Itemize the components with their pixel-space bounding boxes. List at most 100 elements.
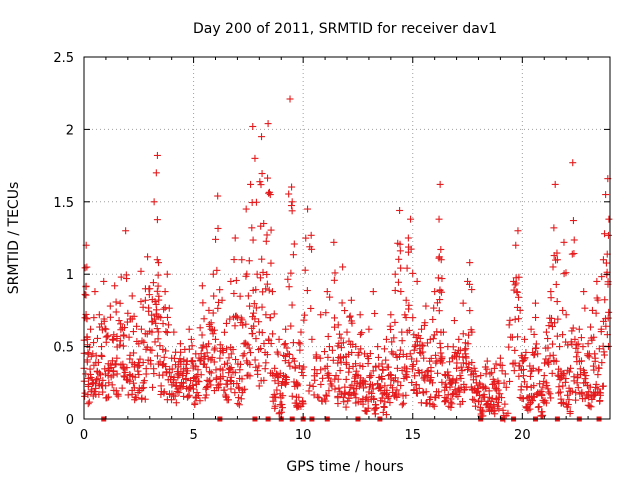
data-point bbox=[511, 315, 519, 323]
data-point bbox=[395, 255, 403, 263]
data-point bbox=[206, 322, 214, 330]
data-point bbox=[530, 351, 538, 359]
data-point bbox=[154, 282, 162, 290]
data-point bbox=[214, 192, 222, 200]
data-point bbox=[247, 349, 255, 357]
data-point bbox=[557, 374, 565, 382]
data-point bbox=[86, 343, 94, 351]
data-point bbox=[146, 327, 154, 335]
data-point bbox=[227, 343, 235, 351]
data-point bbox=[202, 363, 210, 371]
data-point bbox=[188, 357, 196, 365]
data-point bbox=[96, 371, 104, 379]
data-point bbox=[156, 342, 164, 350]
data-point bbox=[269, 330, 277, 338]
data-point bbox=[437, 344, 445, 352]
data-point bbox=[391, 374, 399, 382]
data-point bbox=[297, 328, 305, 336]
data-point bbox=[522, 348, 530, 356]
data-point bbox=[84, 400, 92, 408]
data-point bbox=[117, 320, 125, 328]
data-point bbox=[382, 356, 390, 364]
data-point bbox=[288, 301, 296, 309]
data-point bbox=[491, 410, 499, 418]
data-point bbox=[317, 311, 325, 319]
data-point bbox=[208, 353, 216, 361]
data-point bbox=[135, 371, 143, 379]
data-point bbox=[262, 311, 270, 319]
data-point bbox=[161, 304, 169, 312]
data-point bbox=[388, 338, 396, 346]
data-point bbox=[495, 398, 503, 406]
data-point bbox=[562, 269, 570, 277]
data-point bbox=[308, 335, 316, 343]
data-point bbox=[336, 367, 344, 375]
data-point bbox=[242, 320, 250, 328]
data-point bbox=[108, 381, 116, 389]
data-point bbox=[409, 361, 417, 369]
data-point bbox=[590, 389, 598, 397]
x-tick-label: 15 bbox=[404, 428, 421, 443]
x-tick-label: 10 bbox=[295, 428, 312, 443]
data-point bbox=[438, 288, 446, 296]
data-point bbox=[539, 383, 547, 391]
data-point bbox=[218, 296, 226, 304]
data-point bbox=[310, 391, 318, 399]
data-point bbox=[98, 343, 106, 351]
data-point bbox=[194, 377, 202, 385]
data-point bbox=[552, 256, 560, 264]
data-point bbox=[330, 276, 338, 284]
data-point bbox=[337, 353, 345, 361]
data-point bbox=[544, 385, 552, 393]
data-point bbox=[287, 269, 295, 277]
data-point bbox=[95, 390, 103, 398]
data-point bbox=[554, 315, 562, 323]
data-point bbox=[267, 226, 275, 234]
data-point bbox=[103, 332, 111, 340]
data-point bbox=[199, 360, 207, 368]
data-point bbox=[399, 399, 407, 407]
data-point bbox=[408, 355, 416, 363]
data-point bbox=[558, 399, 566, 407]
data-point bbox=[403, 264, 411, 272]
data-point bbox=[249, 329, 257, 337]
data-point bbox=[301, 311, 309, 319]
data-point bbox=[523, 383, 531, 391]
data-point bbox=[282, 376, 290, 384]
data-point bbox=[87, 325, 95, 333]
data-point bbox=[241, 385, 249, 393]
data-point bbox=[438, 275, 446, 283]
data-point bbox=[472, 402, 480, 410]
data-point bbox=[390, 334, 398, 342]
data-point bbox=[81, 264, 89, 272]
data-point bbox=[372, 405, 380, 413]
data-point bbox=[597, 328, 605, 336]
data-point bbox=[105, 393, 113, 401]
data-point bbox=[150, 365, 158, 373]
data-point bbox=[313, 353, 321, 361]
data-point bbox=[125, 333, 133, 341]
data-point bbox=[337, 334, 345, 342]
data-point bbox=[86, 370, 94, 378]
data-point bbox=[551, 319, 559, 327]
data-point bbox=[568, 340, 576, 348]
data-point bbox=[110, 331, 118, 339]
data-point bbox=[245, 257, 253, 265]
data-point bbox=[595, 364, 603, 372]
data-point bbox=[371, 310, 379, 318]
data-point bbox=[427, 376, 435, 384]
data-point bbox=[530, 330, 538, 338]
data-point bbox=[285, 350, 293, 358]
data-point bbox=[248, 224, 256, 232]
data-point bbox=[396, 346, 404, 354]
data-point bbox=[164, 313, 172, 321]
data-point bbox=[519, 395, 527, 403]
data-point bbox=[138, 394, 146, 402]
data-point bbox=[352, 360, 360, 368]
data-point bbox=[84, 391, 92, 399]
data-point bbox=[560, 270, 568, 278]
data-point bbox=[252, 363, 260, 371]
data-point bbox=[112, 298, 120, 306]
data-point bbox=[398, 401, 406, 409]
data-point bbox=[249, 236, 257, 244]
